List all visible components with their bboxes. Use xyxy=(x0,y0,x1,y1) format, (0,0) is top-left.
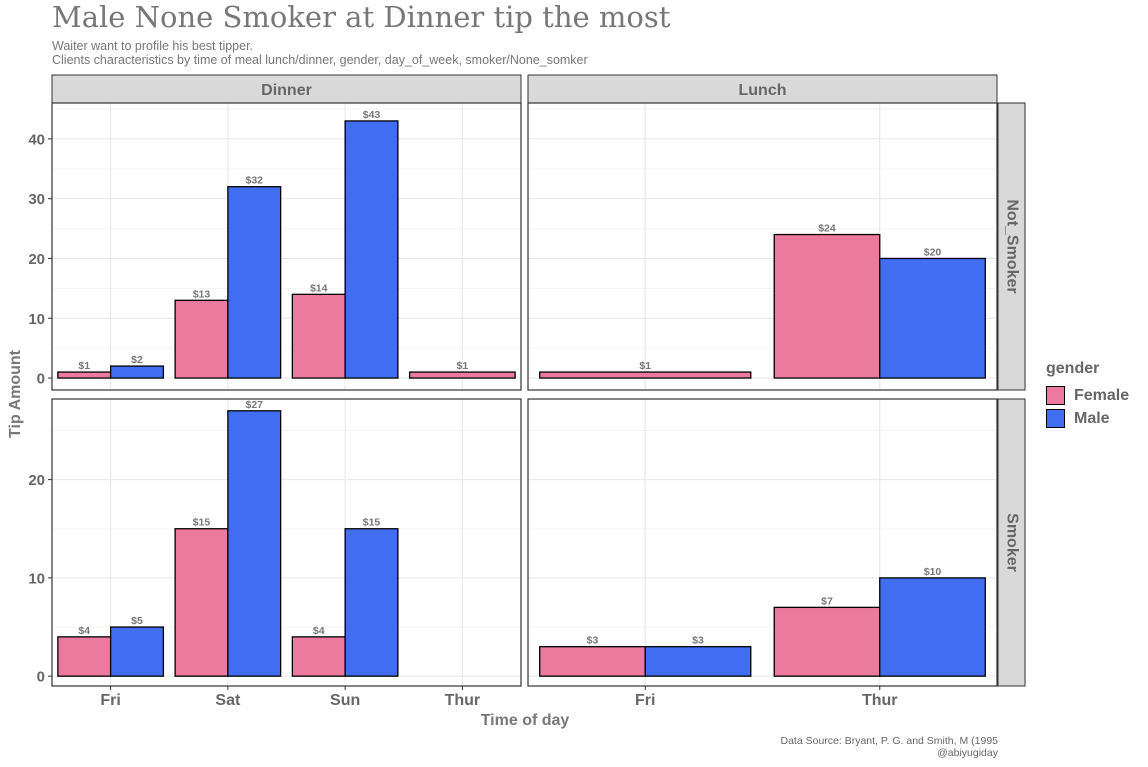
caption-author: @abiyugiday xyxy=(937,747,998,759)
data-label-dinner-smoker-sat-female: $15 xyxy=(193,517,211,529)
y-tick-label-not-smoker-20: 20 xyxy=(28,251,45,268)
caption-source: Data Source: Bryant, P. G. and Smith, M … xyxy=(780,735,999,747)
x-tick-label-dinner-sat: Sat xyxy=(215,692,241,709)
panel-border-dinner-smoker xyxy=(51,398,522,687)
facet-label-not-smoker: Not_Smoker xyxy=(1003,199,1020,293)
x-tick-label-lunch-thur: Thur xyxy=(862,692,898,709)
facet-strip-dinner xyxy=(51,74,522,104)
bar-dinner-not-smoker-sat-female xyxy=(174,299,229,379)
panel-border-lunch-smoker xyxy=(527,398,998,687)
bar-dinner-smoker-sun-male xyxy=(344,528,399,677)
data-label-lunch-not-smoker-thur-male: $20 xyxy=(924,246,942,258)
data-label-lunch-smoker-fri-female: $3 xyxy=(587,635,599,647)
legend-key-female xyxy=(1046,386,1065,405)
data-label-dinner-not-smoker-fri-male: $2 xyxy=(131,354,143,366)
bar-dinner-not-smoker-thur-female xyxy=(408,371,516,379)
data-label-dinner-smoker-fri-female: $4 xyxy=(78,625,90,637)
bar-lunch-smoker-thur-male xyxy=(879,577,986,677)
legend-item-male: Male xyxy=(1046,407,1129,430)
bar-dinner-smoker-sat-female xyxy=(174,528,229,677)
legend: gender Female Male xyxy=(1046,360,1129,430)
data-label-lunch-not-smoker-thur-female: $24 xyxy=(818,223,836,235)
y-tick-label-not-smoker-0: 0 xyxy=(37,371,45,388)
facet-strip-lunch xyxy=(527,74,998,104)
data-label-lunch-smoker-fri-male: $3 xyxy=(692,635,704,647)
bar-dinner-not-smoker-sun-male xyxy=(344,120,399,379)
facet-label-lunch: Lunch xyxy=(739,82,787,99)
data-label-dinner-smoker-sun-female: $4 xyxy=(313,625,325,637)
x-tick-label-lunch-fri: Fri xyxy=(635,692,655,709)
bar-lunch-not-smoker-thur-male xyxy=(879,257,986,379)
data-label-lunch-smoker-thur-female: $7 xyxy=(821,595,833,607)
bar-dinner-smoker-fri-female xyxy=(57,636,112,677)
data-label-dinner-smoker-sun-male: $15 xyxy=(363,517,381,529)
legend-label-male: Male xyxy=(1074,409,1110,427)
x-tick-label-dinner-fri: Fri xyxy=(100,692,120,709)
bar-lunch-smoker-fri-female xyxy=(539,646,646,677)
y-tick-label-not-smoker-40: 40 xyxy=(28,131,45,148)
bar-dinner-not-smoker-fri-female xyxy=(57,371,112,379)
data-label-dinner-not-smoker-sun-male: $43 xyxy=(363,109,381,121)
x-tick-label-dinner-sun: Sun xyxy=(330,692,360,709)
y-tick-label-smoker-20: 20 xyxy=(28,472,45,489)
data-label-lunch-not-smoker-fri-female: $1 xyxy=(639,360,651,372)
data-label-dinner-not-smoker-sat-male: $32 xyxy=(245,175,263,187)
facet-strip-not-smoker xyxy=(997,102,1026,391)
y-axis-title: Tip Amount xyxy=(7,349,24,438)
panel-border-dinner-not-smoker xyxy=(51,102,522,391)
facet-label-dinner: Dinner xyxy=(261,82,312,99)
chart-title: Male None Smoker at Dinner tip the most xyxy=(52,0,671,34)
data-label-dinner-not-smoker-sun-female: $14 xyxy=(310,282,328,294)
bar-dinner-smoker-sun-female xyxy=(291,636,346,677)
data-label-dinner-smoker-sat-male: $27 xyxy=(245,399,263,411)
bar-dinner-smoker-fri-male xyxy=(109,626,165,677)
legend-item-female: Female xyxy=(1046,384,1129,407)
bar-lunch-not-smoker-thur-female xyxy=(773,233,881,379)
panel-border-lunch-not-smoker xyxy=(527,102,998,391)
x-axis-title: Time of day xyxy=(481,712,570,729)
bar-dinner-not-smoker-sun-female xyxy=(291,293,346,379)
bar-dinner-not-smoker-fri-male xyxy=(109,365,165,379)
data-label-dinner-smoker-fri-male: $5 xyxy=(131,615,143,627)
chart-subtitle-line-1: Waiter want to profile his best tipper. xyxy=(52,39,254,53)
legend-key-male xyxy=(1046,409,1065,428)
y-tick-label-not-smoker-10: 10 xyxy=(28,311,45,328)
bar-dinner-not-smoker-sat-male xyxy=(227,186,282,379)
y-tick-label-smoker-10: 10 xyxy=(28,570,45,587)
bar-dinner-smoker-sat-male xyxy=(227,410,282,677)
legend-title: gender xyxy=(1046,360,1100,377)
chart-subtitle-line-2: Clients characteristics by time of meal … xyxy=(52,53,588,67)
bar-lunch-not-smoker-fri-female xyxy=(539,371,752,379)
data-label-dinner-not-smoker-sat-female: $13 xyxy=(193,288,211,300)
data-label-dinner-not-smoker-fri-female: $1 xyxy=(78,360,90,372)
y-tick-label-not-smoker-30: 30 xyxy=(28,191,45,208)
facet-label-smoker: Smoker xyxy=(1003,513,1020,572)
bar-lunch-smoker-fri-male xyxy=(644,646,752,677)
x-tick-label-dinner-thur: Thur xyxy=(445,692,481,709)
y-tick-label-smoker-0: 0 xyxy=(37,669,45,686)
data-label-dinner-not-smoker-thur-female: $1 xyxy=(457,360,469,372)
legend-label-female: Female xyxy=(1074,386,1130,404)
facet-strip-smoker xyxy=(997,398,1026,687)
data-label-lunch-smoker-thur-male: $10 xyxy=(924,566,942,578)
bar-lunch-smoker-thur-female xyxy=(773,606,881,677)
